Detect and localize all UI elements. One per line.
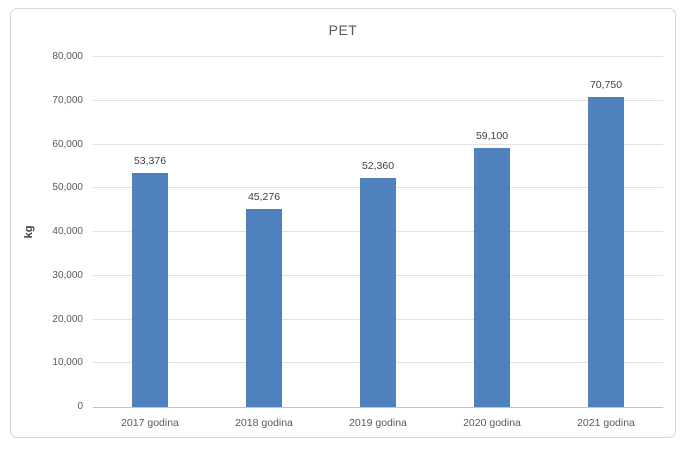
y-tick-label: 60,000	[52, 138, 83, 150]
x-axis-line	[93, 407, 663, 408]
y-gridline	[93, 99, 663, 101]
y-tick-label: 10,000	[52, 357, 83, 369]
y-gridline	[93, 143, 663, 145]
y-tick-label: 20,000	[52, 313, 83, 325]
y-tick-label: 30,000	[52, 269, 83, 281]
bar-2020-godina	[474, 148, 510, 407]
y-tick-label: 50,000	[52, 182, 83, 194]
y-gridline	[93, 56, 663, 57]
bar-value-label: 70,750	[589, 79, 623, 91]
x-tick-label: 2017 godina	[121, 417, 179, 429]
bar-2019-godina	[360, 178, 396, 407]
bar-value-label: 45,276	[247, 191, 281, 203]
chart-frame: PET kg 0 10,000 20,000 30,000 40,000 50,000 60…	[10, 8, 676, 438]
bar-value-label: 52,360	[361, 160, 395, 172]
bar-value-label: 59,100	[475, 130, 509, 142]
y-tick-label: 0	[77, 401, 83, 412]
y-tick-label: 80,000	[52, 51, 83, 62]
x-tick-label: 2020 godina	[463, 417, 521, 429]
plot-area: 0 10,000 20,000 30,000 40,000 50,000 60,000 70,…	[52, 51, 663, 429]
bar-2017-godina	[132, 173, 168, 407]
bar-2021-godina	[588, 97, 624, 407]
y-tick-label: 70,000	[52, 94, 83, 106]
bar-value-label: 53,376	[133, 155, 167, 167]
x-tick-label: 2018 godina	[235, 417, 293, 429]
x-tick-label: 2019 godina	[349, 417, 407, 429]
x-tick-label: 2021 godina	[577, 417, 635, 429]
chart-title: PET	[328, 22, 358, 38]
bar-2018-godina	[246, 209, 282, 407]
y-tick-label: 40,000	[52, 226, 83, 237]
